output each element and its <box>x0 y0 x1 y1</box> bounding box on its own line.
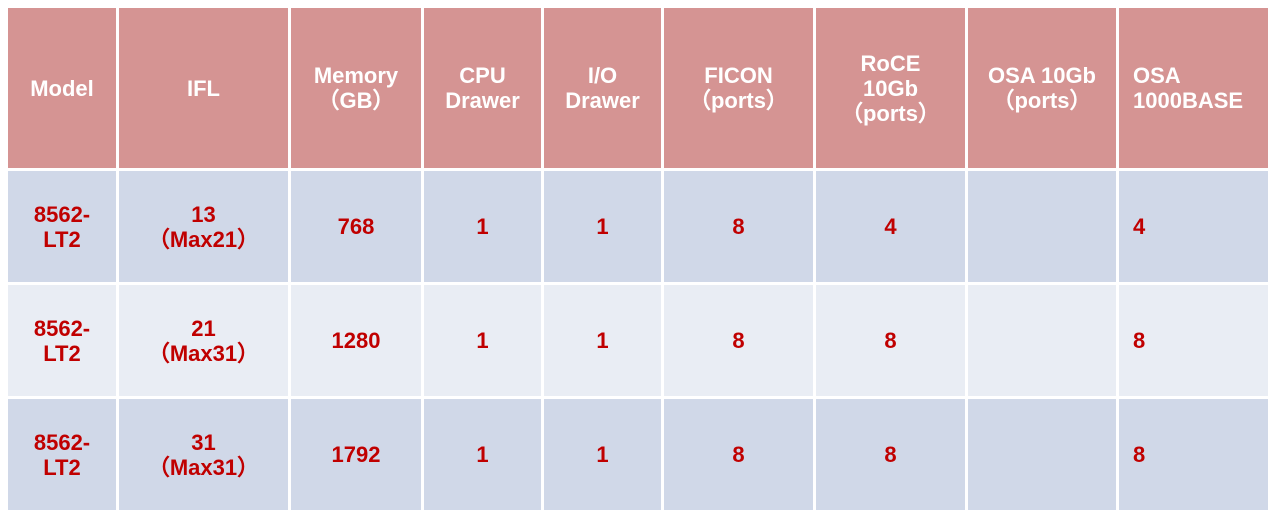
cell-osa-1000base: 8 <box>1116 282 1271 399</box>
cell-cpu-drawer: 1 <box>421 396 544 513</box>
cell-osa-1000base: 4 <box>1116 168 1271 285</box>
cell-model: 8562- LT2 <box>5 396 119 513</box>
cell-model: 8562- LT2 <box>5 282 119 399</box>
cell-ifl: 21 （Max31） <box>116 282 291 399</box>
table-row: 8562- LT2 31 （Max31） 1792 1 1 8 8 8 <box>5 396 1271 513</box>
cell-osa-10gb <box>965 168 1119 285</box>
cell-osa-10gb <box>965 282 1119 399</box>
cell-roce: 4 <box>813 168 968 285</box>
header-ifl: IFL <box>116 5 291 171</box>
cell-ifl: 13 （Max21） <box>116 168 291 285</box>
cell-ifl: 31 （Max31） <box>116 396 291 513</box>
cell-memory: 1280 <box>288 282 424 399</box>
cell-roce: 8 <box>813 282 968 399</box>
cell-cpu-drawer: 1 <box>421 168 544 285</box>
cell-io-drawer: 1 <box>541 168 664 285</box>
cell-cpu-drawer: 1 <box>421 282 544 399</box>
header-memory: Memory （GB） <box>288 5 424 171</box>
cell-io-drawer: 1 <box>541 396 664 513</box>
cell-model: 8562- LT2 <box>5 168 119 285</box>
header-model: Model <box>5 5 119 171</box>
header-cpu-drawer: CPU Drawer <box>421 5 544 171</box>
cell-ficon: 8 <box>661 282 816 399</box>
cell-ficon: 8 <box>661 168 816 285</box>
header-osa-10gb: OSA 10Gb （ports） <box>965 5 1119 171</box>
spec-table: Model IFL Memory （GB） CPU Drawer I/O Dra… <box>5 5 1271 513</box>
header-roce: RoCE 10Gb （ports） <box>813 5 968 171</box>
cell-memory: 1792 <box>288 396 424 513</box>
cell-roce: 8 <box>813 396 968 513</box>
header-row: Model IFL Memory （GB） CPU Drawer I/O Dra… <box>5 5 1271 171</box>
header-ficon: FICON （ports） <box>661 5 816 171</box>
cell-ficon: 8 <box>661 396 816 513</box>
header-osa-1000base: OSA 1000BASE <box>1116 5 1271 171</box>
cell-memory: 768 <box>288 168 424 285</box>
cell-io-drawer: 1 <box>541 282 664 399</box>
header-io-drawer: I/O Drawer <box>541 5 664 171</box>
cell-osa-1000base: 8 <box>1116 396 1271 513</box>
table-row: 8562- LT2 21 （Max31） 1280 1 1 8 8 8 <box>5 282 1271 399</box>
table-row: 8562- LT2 13 （Max21） 768 1 1 8 4 4 <box>5 168 1271 285</box>
cell-osa-10gb <box>965 396 1119 513</box>
